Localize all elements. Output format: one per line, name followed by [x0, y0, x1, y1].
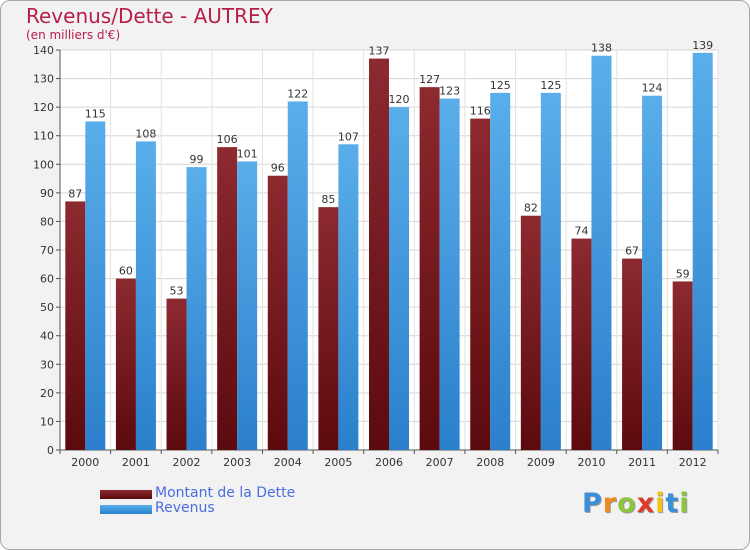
y-tick-label: 90 [40, 187, 54, 200]
bar-dette [65, 201, 86, 450]
bar-dette [217, 147, 238, 450]
y-tick-label: 30 [40, 358, 54, 371]
bar-dette [318, 207, 339, 450]
y-tick-label: 140 [33, 44, 54, 57]
data-label-dette: 96 [271, 162, 285, 175]
data-label-dette: 60 [119, 265, 133, 278]
bar-revenus [490, 92, 511, 450]
y-tick-label: 40 [40, 330, 54, 343]
x-tick-label: 2004 [274, 456, 302, 469]
bar-revenus [692, 52, 713, 450]
bar-dette [115, 278, 136, 450]
data-label-revenus: 124 [642, 82, 663, 95]
data-label-revenus: 99 [190, 153, 204, 166]
bar-dette [571, 238, 592, 450]
y-tick-label: 120 [33, 101, 54, 114]
data-label-revenus: 108 [135, 127, 156, 140]
bar-revenus [591, 55, 612, 450]
data-label-revenus: 101 [237, 147, 258, 160]
proxiti-logo: Proxiti [582, 488, 690, 519]
bars [65, 52, 713, 451]
bar-dette [166, 298, 187, 450]
x-tick-label: 2009 [527, 456, 555, 469]
data-label-revenus: 120 [389, 93, 410, 106]
data-label-revenus: 125 [490, 79, 511, 92]
data-label-dette: 74 [574, 225, 588, 238]
legend-label-debt: Montant de la Dette [155, 485, 296, 501]
data-label-revenus: 139 [692, 39, 713, 52]
bar-revenus [135, 141, 156, 450]
data-label-revenus: 125 [540, 79, 561, 92]
legend-label-revenus: Revenus [155, 500, 215, 516]
bar-dette [672, 281, 693, 450]
data-label-dette: 85 [321, 193, 335, 206]
bar-revenus [85, 121, 106, 450]
bar-revenus [439, 98, 460, 451]
y-tick-label: 20 [40, 387, 54, 400]
x-tick-label: 2003 [223, 456, 251, 469]
logo-letter: i [655, 488, 666, 519]
data-label-revenus: 107 [338, 130, 359, 143]
bar-revenus [642, 95, 663, 450]
bar-dette [419, 87, 440, 451]
bar-revenus [338, 144, 359, 451]
logo-letter: o [617, 488, 637, 519]
bar-revenus [287, 101, 308, 450]
logo-letter: t [665, 488, 680, 519]
data-labels: 87 60 53 106 96 85 137 127 116 82 74 67 59 115 108 99 10… [68, 39, 713, 298]
bar-dette [622, 258, 643, 450]
bar-revenus [540, 92, 561, 450]
x-tick-label: 2000 [71, 456, 99, 469]
x-tick-label: 2001 [122, 456, 150, 469]
data-label-dette: 82 [524, 202, 538, 215]
y-tick-label: 130 [33, 73, 54, 86]
logo-letter: r [602, 488, 618, 519]
x-tick-label: 2006 [375, 456, 403, 469]
data-label-dette: 127 [419, 73, 440, 86]
y-tick-label: 70 [40, 244, 54, 257]
legend-swatch-revenus [100, 505, 152, 514]
x-tick-label: 2010 [577, 456, 605, 469]
chart-subtitle: (en milliers d'€) [26, 28, 121, 42]
x-tick-label: 2012 [679, 456, 707, 469]
data-label-dette: 106 [217, 133, 238, 146]
bar-revenus [237, 161, 258, 450]
logo-letter: P [582, 488, 603, 519]
y-tick-label: 100 [33, 158, 54, 171]
y-tick-label: 10 [40, 415, 54, 428]
x-tick-label: 2008 [476, 456, 504, 469]
x-tick-label: 2011 [628, 456, 656, 469]
x-tick-label: 2007 [426, 456, 454, 469]
bar-dette [520, 215, 541, 450]
x-tick-label: 2005 [324, 456, 352, 469]
bar-dette [267, 175, 288, 450]
data-label-dette: 53 [170, 285, 184, 298]
legend-swatch-debt [100, 490, 152, 499]
bar-dette [369, 58, 389, 450]
data-label-dette: 87 [68, 187, 82, 200]
y-tick-label: 50 [40, 301, 54, 314]
data-label-revenus: 123 [439, 85, 460, 98]
data-label-revenus: 138 [591, 42, 612, 55]
y-tick-label: 0 [47, 444, 54, 457]
data-label-dette: 67 [625, 245, 639, 258]
data-label-revenus: 115 [85, 107, 106, 120]
logo-letter: i [679, 488, 690, 519]
y-tick-label: 110 [33, 130, 54, 143]
data-label-dette: 137 [369, 45, 390, 58]
logo-letter: x [636, 488, 656, 519]
bar-dette [470, 118, 491, 451]
data-label-dette: 59 [676, 267, 690, 280]
chart-title: Revenus/Dette - AUTREY [26, 4, 273, 28]
bar-revenus [186, 167, 207, 450]
y-tick-label: 80 [40, 215, 54, 228]
x-tick-label: 2002 [173, 456, 201, 469]
y-tick-label: 60 [40, 273, 54, 286]
bar-revenus [389, 107, 409, 451]
data-label-revenus: 122 [287, 87, 308, 100]
data-label-dette: 116 [470, 105, 491, 118]
